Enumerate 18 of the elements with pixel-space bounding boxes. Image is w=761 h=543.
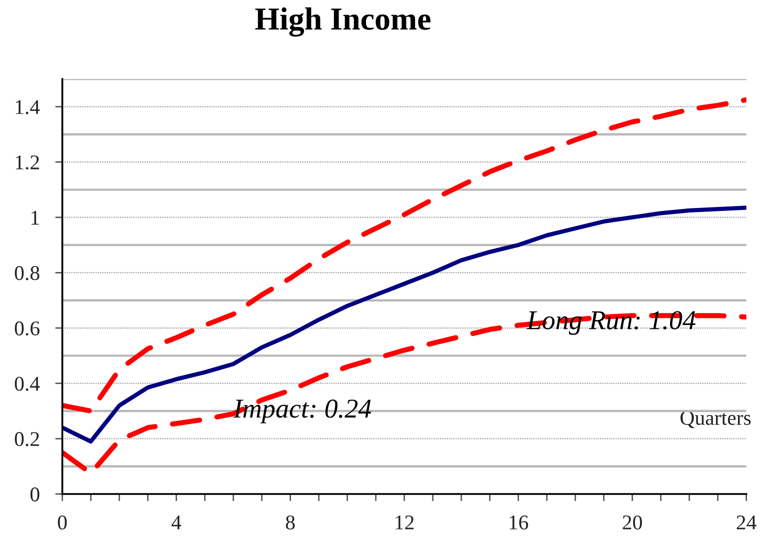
y-tick-label: 0.4 [14, 376, 40, 391]
x-tick-label: 0 [58, 515, 67, 530]
y-tick-label: 1.2 [16, 155, 39, 170]
x-tick-label: 20 [622, 515, 642, 530]
y-tick-label: 0.2 [14, 432, 39, 446]
x-tick-label: 8 [286, 515, 295, 530]
y-tick-label: 1.4 [16, 100, 40, 114]
y-tick-label: 1 [32, 210, 39, 225]
y-tick-label: 0.8 [14, 266, 40, 280]
annotation: Impact: 0.24 [233, 400, 372, 424]
x-tick-label: 16 [510, 516, 528, 530]
x-tick-label: 4 [172, 516, 182, 530]
y-tick-label: 0 [30, 487, 40, 502]
x-tick-label: 24 [736, 516, 756, 530]
y-tick-label: 0.6 [14, 321, 40, 336]
chart-title: High Income [255, 7, 430, 37]
x-tick-label: 12 [396, 516, 414, 530]
x-axis-title: Quarters [680, 410, 751, 428]
